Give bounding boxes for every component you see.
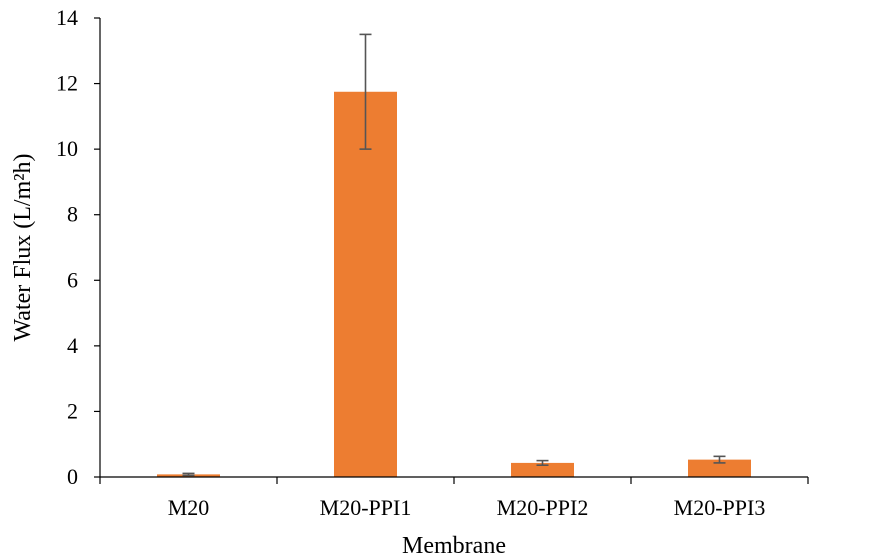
y-tick-label: 2 <box>67 398 78 423</box>
y-tick-label: 6 <box>67 267 78 292</box>
error-bars-group <box>182 33 726 477</box>
bar-m20-ppi1 <box>334 91 397 478</box>
y-tick-label: 8 <box>67 202 78 227</box>
y-axis-title: Water Flux (L/m²h) <box>10 154 36 342</box>
x-tick-label: M20-PPI1 <box>320 495 412 520</box>
x-ticks-group: M20 M20-PPI1 M20-PPI2 M20-PPI3 <box>99 477 809 520</box>
x-tick-label: M20 <box>168 495 210 520</box>
x-tick-label: M20-PPI2 <box>497 495 589 520</box>
y-tick-label: 10 <box>56 136 78 161</box>
y-tick-label: 4 <box>67 333 78 358</box>
bar-m20-ppi2 <box>511 462 574 477</box>
y-tick-label: 14 <box>56 5 78 30</box>
x-tick-label: M20-PPI3 <box>674 495 766 520</box>
y-ticks-group: 0 2 4 6 8 10 12 14 <box>56 5 100 489</box>
y-tick-label: 0 <box>67 464 78 489</box>
y-tick-label: 12 <box>56 71 78 96</box>
bars-group <box>157 91 751 478</box>
bar-m20-ppi3 <box>688 459 751 477</box>
x-axis-title: Membrane <box>402 533 506 559</box>
